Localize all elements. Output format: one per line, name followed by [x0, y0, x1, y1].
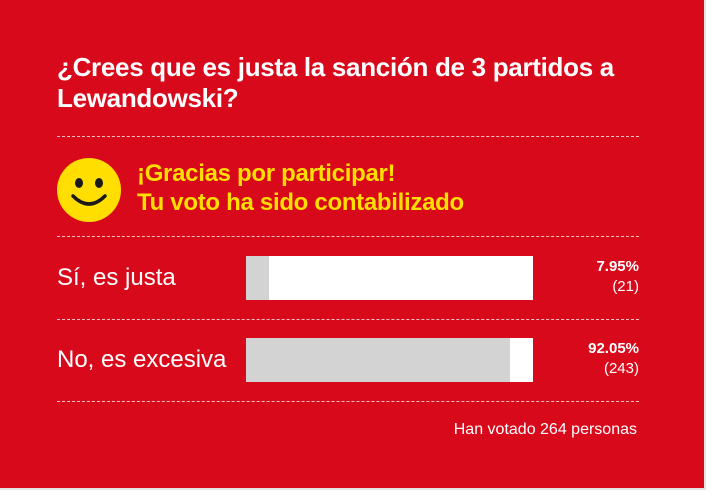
thanks-title: ¡Gracias por participar!	[137, 160, 396, 187]
thanks-text: ¡Gracias por participar! Tu voto ha sido…	[137, 159, 464, 217]
poll-option-si: Sí, es justa 7.95% (21)	[57, 256, 639, 300]
option-percent: 92.05%	[588, 340, 639, 357]
poll-widget: ¿Crees que es justa la sanción de 3 part…	[0, 0, 706, 490]
result-bar	[246, 256, 533, 300]
option-count: (243)	[603, 360, 639, 377]
option-count: (21)	[612, 278, 639, 295]
poll-option-no: No, es excesiva 92.05% (243)	[57, 338, 639, 382]
option-percent: 7.95%	[596, 258, 639, 275]
result-bar	[246, 338, 533, 382]
option-label: Sí, es justa	[57, 264, 176, 291]
divider	[57, 136, 639, 137]
thanks-message: ¡Gracias por participar! Tu voto ha sido…	[57, 155, 639, 225]
total-votes: Han votado 264 personas	[453, 421, 637, 438]
divider	[57, 236, 639, 237]
poll-question: ¿Crees que es justa la sanción de 3 part…	[57, 52, 614, 113]
smiley-icon	[57, 158, 121, 222]
divider	[57, 401, 639, 402]
result-bar-fill	[246, 338, 511, 382]
result-bar-fill	[246, 256, 269, 300]
option-label: No, es excesiva	[57, 346, 227, 373]
divider	[57, 319, 639, 320]
thanks-subtitle: Tu voto ha sido contabilizado	[137, 189, 464, 216]
